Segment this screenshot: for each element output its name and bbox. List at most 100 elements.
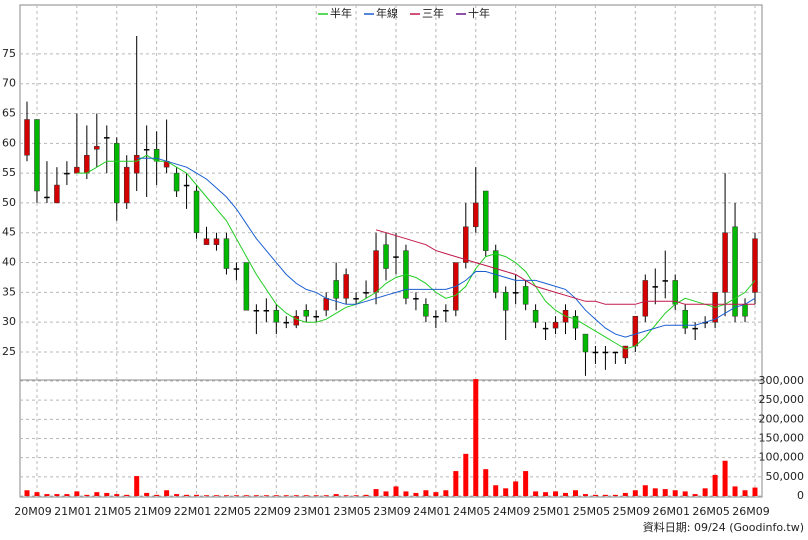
legend-label: 十年 xyxy=(468,6,490,20)
volume-bar xyxy=(572,490,578,496)
legend-label: 年線 xyxy=(376,6,398,20)
candle-body xyxy=(323,298,329,311)
x-tick-label: 24M05 xyxy=(453,505,491,518)
volume-bar xyxy=(174,494,180,496)
volume-bar xyxy=(54,494,60,496)
volume-bar xyxy=(24,490,30,496)
y2-tick-label: 0 xyxy=(797,489,804,502)
volume-bar xyxy=(523,471,529,496)
volume-bar xyxy=(622,492,628,496)
volume-bar xyxy=(473,379,479,496)
volume-bar xyxy=(413,492,419,496)
volume-bar xyxy=(712,474,718,496)
candle-body xyxy=(413,298,419,300)
y-tick-label: 55 xyxy=(2,166,16,179)
y-tick-label: 45 xyxy=(2,226,16,239)
volume-bar xyxy=(433,492,439,496)
volume-bar xyxy=(84,494,90,496)
candle-body xyxy=(522,286,529,305)
candle-body xyxy=(722,232,728,293)
candle-body xyxy=(542,327,549,330)
candle-body xyxy=(662,280,668,282)
volume-bar xyxy=(333,494,339,496)
candle-body xyxy=(253,309,260,312)
volume-bar xyxy=(34,492,40,496)
volume-bar xyxy=(483,469,489,496)
volume-bar xyxy=(154,494,160,496)
volume-bar xyxy=(702,488,708,496)
volume-bar xyxy=(632,490,638,496)
volume-bar xyxy=(752,487,758,496)
volume-bar xyxy=(213,495,219,496)
candle-body xyxy=(482,190,489,251)
candle-body xyxy=(143,149,150,151)
candle-body xyxy=(502,292,509,311)
candle-body xyxy=(283,321,290,324)
legend-label: 半年 xyxy=(330,6,352,20)
volume-bar xyxy=(293,495,299,496)
candle-body xyxy=(642,280,649,317)
volume-bar xyxy=(343,495,349,496)
y2-tick-label: 150,000 xyxy=(759,432,805,445)
volume-bar xyxy=(204,495,210,496)
candle-body xyxy=(752,238,758,293)
candle-body xyxy=(433,315,439,318)
x-tick-label: 23M01 xyxy=(293,505,331,518)
volume-bar xyxy=(453,471,459,496)
x-tick-label: 22M05 xyxy=(214,505,252,518)
volume-bar xyxy=(223,495,229,496)
candle-body xyxy=(572,315,579,329)
candle-body xyxy=(552,321,559,329)
volume-bar xyxy=(513,481,519,496)
volume-bar xyxy=(64,494,70,496)
volume-bar xyxy=(253,495,259,496)
volume-bar xyxy=(563,492,569,496)
candle-body xyxy=(223,238,230,269)
candle-body xyxy=(183,184,190,187)
volume-bar xyxy=(273,495,279,496)
candle-body xyxy=(592,351,599,354)
candle-body xyxy=(383,244,389,269)
x-tick-label: 23M05 xyxy=(333,505,371,518)
candle-body xyxy=(104,137,110,139)
y-tick-label: 35 xyxy=(2,285,16,298)
volume-bar xyxy=(134,476,140,496)
volume-bar xyxy=(263,495,269,496)
candle-body xyxy=(512,292,519,294)
candle-body xyxy=(632,315,639,347)
candle-body xyxy=(532,309,539,323)
plot-frame xyxy=(19,4,763,498)
ma-line xyxy=(136,157,756,338)
y-tick-label: 40 xyxy=(2,256,16,269)
volume-bar xyxy=(383,491,389,496)
candle-body xyxy=(213,238,220,245)
x-tick-label: 25M05 xyxy=(573,505,611,518)
volume-bar xyxy=(114,494,120,496)
volume-bar xyxy=(94,492,100,496)
candle-body xyxy=(652,286,659,288)
candle-body xyxy=(692,327,698,330)
volume-bar xyxy=(463,453,469,496)
candle-body xyxy=(84,154,90,174)
volume-bar xyxy=(194,494,200,496)
candle-body xyxy=(123,166,130,204)
x-tick-label: 23M09 xyxy=(373,505,411,518)
volume-bar xyxy=(592,494,598,496)
candle-body xyxy=(133,154,140,174)
x-tick-label: 24M01 xyxy=(413,505,451,518)
y2-tick-label: 200,000 xyxy=(759,412,805,425)
volume-bar xyxy=(323,495,329,496)
volume-bar xyxy=(373,489,379,496)
candle-body xyxy=(612,351,619,354)
candle-body xyxy=(393,256,399,258)
candle-body xyxy=(363,292,369,294)
volume-bar xyxy=(543,492,549,496)
y2-tick-label: 300,000 xyxy=(759,374,805,387)
y-tick-label: 30 xyxy=(2,315,16,328)
y-tick-label: 50 xyxy=(2,196,16,209)
volume-bar xyxy=(493,485,499,496)
x-tick-label: 22M09 xyxy=(254,505,292,518)
candle-body xyxy=(373,250,379,293)
candle-body xyxy=(443,309,449,312)
candle-body xyxy=(273,309,280,323)
